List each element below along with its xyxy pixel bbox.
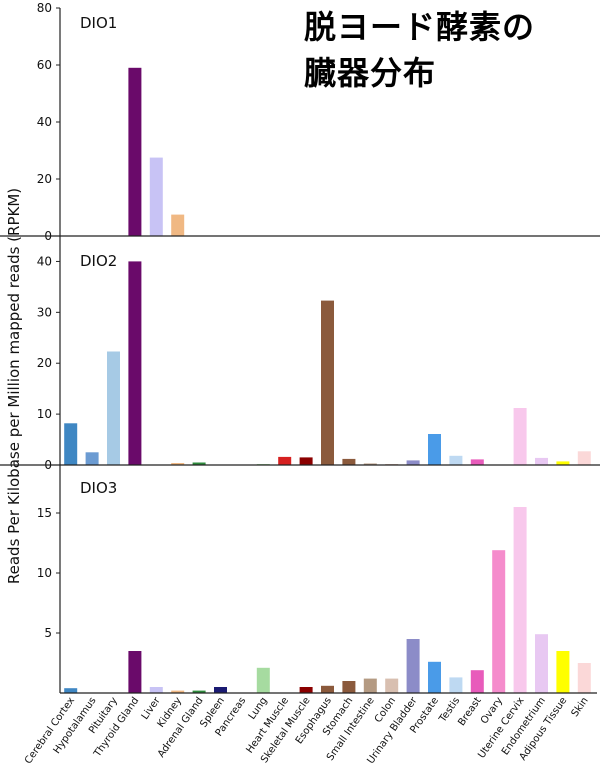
bar [171, 690, 185, 693]
bar [85, 452, 99, 465]
y-tick-label: 40 [37, 254, 52, 268]
panel-label: DIO2 [80, 252, 117, 270]
y-tick-label: 5 [44, 626, 52, 640]
bar [535, 634, 548, 693]
y-tick-label: 60 [37, 58, 52, 72]
bar [513, 507, 527, 693]
bar [342, 458, 356, 465]
bar [64, 423, 78, 465]
bar [192, 690, 206, 693]
bar [256, 667, 270, 693]
bar [149, 687, 163, 693]
chart-title-line-2: 臓器分布 [304, 54, 437, 92]
bar [64, 688, 78, 693]
x-tick-label: Skin [570, 695, 591, 719]
y-tick-label: 40 [37, 115, 52, 129]
bar [342, 681, 356, 693]
bar [428, 434, 441, 465]
x-tick-label: Breast [456, 695, 484, 728]
chart-title-line-1: 脱ヨード酵素の [304, 8, 536, 46]
bar [385, 678, 399, 693]
bar [428, 661, 441, 693]
bar [535, 457, 548, 465]
bar [513, 408, 527, 465]
bar [577, 451, 591, 465]
bar [299, 687, 313, 693]
bar [107, 351, 120, 465]
bar [149, 157, 163, 236]
bar [556, 651, 570, 693]
y-tick-label: 80 [37, 1, 52, 15]
bar [449, 677, 463, 693]
bar [321, 685, 334, 693]
bar [128, 261, 142, 465]
bar [406, 639, 420, 693]
bar [128, 67, 142, 236]
panel-label: DIO1 [80, 14, 117, 32]
panel-label: DIO3 [80, 479, 117, 497]
bar [556, 461, 570, 465]
bar [406, 460, 420, 465]
y-tick-label: 20 [37, 172, 52, 186]
y-tick-label: 10 [37, 407, 52, 421]
bar [214, 687, 227, 693]
bar [278, 456, 292, 465]
y-tick-label: 30 [37, 305, 52, 319]
bar [171, 214, 185, 236]
bar [470, 459, 484, 465]
y-tick-label: 20 [37, 356, 52, 370]
bar [363, 463, 377, 465]
y-tick-label: 15 [37, 506, 52, 520]
bar [192, 462, 206, 465]
bar [449, 455, 463, 465]
bar [577, 663, 591, 693]
bar [492, 550, 506, 693]
bar [321, 300, 334, 465]
bar [128, 651, 142, 693]
y-tick-label: 10 [37, 566, 52, 580]
chart-title: 脱ヨード酵素の 臓器分布 [304, 4, 535, 96]
bar [299, 457, 313, 465]
bar [363, 678, 377, 693]
bar [171, 463, 185, 465]
bar [470, 670, 484, 693]
